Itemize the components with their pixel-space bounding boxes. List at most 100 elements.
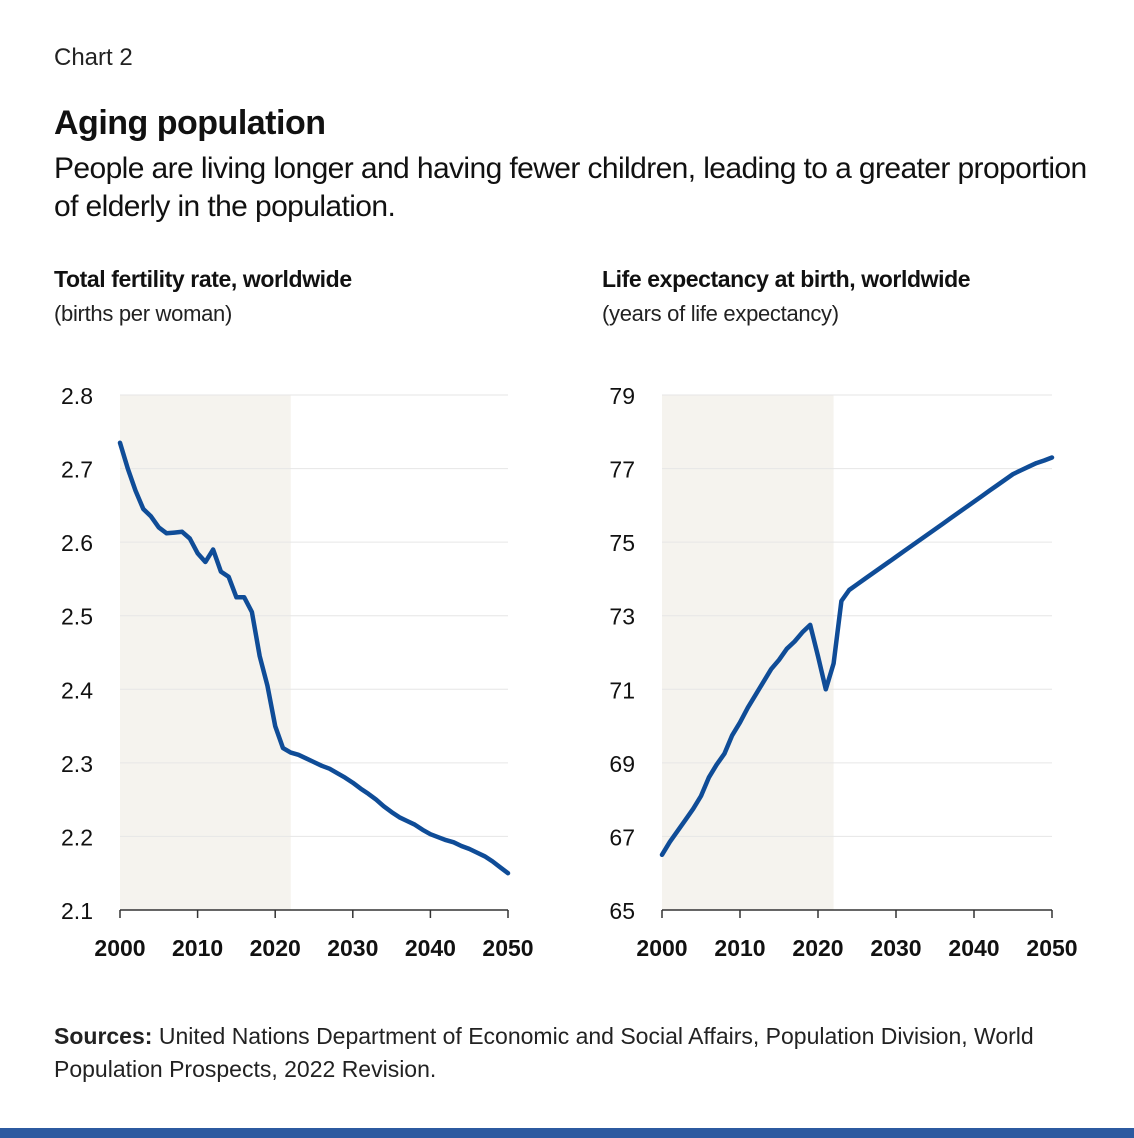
life-expectancy-data-point xyxy=(832,662,835,665)
fertility-x-tick-label: 2020 xyxy=(250,935,301,961)
fertility-data-point xyxy=(297,753,300,756)
life-expectancy-data-point xyxy=(1043,459,1045,462)
fertility-data-point xyxy=(212,548,214,551)
life-expectancy-y-tick-label: 73 xyxy=(609,604,635,630)
life-expectancy-chart: 65 67 69 71 73 75 77 79 2000 2010 2020 2030 2040 2050 xyxy=(609,383,1077,961)
fertility-data-point xyxy=(383,805,385,808)
life-expectancy-data-point xyxy=(973,500,975,503)
fertility-data-point xyxy=(165,532,168,535)
fertility-data-point xyxy=(126,467,129,470)
fertility-data-point xyxy=(227,575,230,578)
life-expectancy-data-point xyxy=(903,550,905,553)
fertility-data-point xyxy=(344,776,346,779)
fertility-data-point xyxy=(189,537,191,540)
life-expectancy-data-point xyxy=(856,583,858,586)
life-expectancy-x-tick-label: 2010 xyxy=(714,935,765,961)
life-expectancy-data-point xyxy=(825,688,827,691)
fertility-y-tick-label: 2.3 xyxy=(61,751,93,777)
fertility-data-point xyxy=(235,596,238,599)
life-expectancy-x-tick-label: 2000 xyxy=(636,935,687,961)
life-expectancy-data-point xyxy=(715,763,718,766)
life-expectancy-data-point xyxy=(754,694,757,696)
fertility-y-tick-label: 2.1 xyxy=(61,898,93,924)
fertility-data-point xyxy=(445,839,447,841)
fertility-data-point xyxy=(173,531,176,534)
life-expectancy-y-tick-label: 79 xyxy=(609,383,635,409)
fertility-panel-unit: (births per woman) xyxy=(54,301,232,326)
life-expectancy-panel-title: Life expectancy at birth, worldwide xyxy=(602,266,971,292)
life-expectancy-y-tick-label: 65 xyxy=(609,898,635,924)
life-expectancy-data-point xyxy=(1027,465,1030,468)
fertility-data-point xyxy=(258,655,261,657)
fertility-data-point xyxy=(468,848,471,850)
life-expectancy-data-point xyxy=(1012,473,1014,475)
life-expectancy-data-point xyxy=(965,506,967,508)
fertility-data-point xyxy=(150,515,152,518)
life-expectancy-data-point xyxy=(676,830,679,832)
life-expectancy-data-point xyxy=(942,522,944,525)
life-expectancy-data-point xyxy=(918,539,921,542)
sources-note: Sources: United Nations Department of Ec… xyxy=(54,1020,1054,1086)
life-expectancy-data-point xyxy=(661,854,663,856)
life-expectancy-data-point xyxy=(778,659,780,661)
fertility-x-tick-label: 2010 xyxy=(172,935,223,961)
life-expectancy-data-point xyxy=(708,776,710,779)
fertility-data-point xyxy=(220,570,222,573)
fertility-data-point xyxy=(421,829,424,831)
fertility-data-point xyxy=(196,552,199,554)
life-expectancy-data-point xyxy=(809,624,811,626)
life-expectancy-data-point xyxy=(910,545,913,547)
life-expectancy-data-point xyxy=(1004,478,1006,481)
fertility-y-tick-label: 2.8 xyxy=(61,383,93,409)
life-expectancy-data-point xyxy=(747,706,749,709)
life-expectancy-data-point xyxy=(731,734,733,737)
fertility-y-tick-label: 2.4 xyxy=(61,677,93,703)
life-expectancy-data-point xyxy=(895,556,897,558)
life-expectancy-data-point xyxy=(949,517,952,520)
fertility-data-point xyxy=(142,508,145,510)
life-expectancy-data-point xyxy=(700,795,702,797)
fertility-y-tick-label: 2.5 xyxy=(61,604,93,630)
chart-subtitle: People are living longer and having fewe… xyxy=(54,152,1087,223)
chart-title: Aging population xyxy=(54,104,326,142)
fertility-data-point xyxy=(282,747,284,749)
life-expectancy-data-point xyxy=(762,681,765,683)
life-expectancy-data-point xyxy=(848,589,850,591)
life-expectancy-data-point xyxy=(817,655,819,657)
life-expectancy-x-tick-label: 2050 xyxy=(1026,935,1077,961)
life-expectancy-data-point xyxy=(864,578,866,580)
fertility-data-point xyxy=(483,855,486,858)
fertility-panel-title: Total fertility rate, worldwide xyxy=(54,266,352,292)
life-expectancy-data-point xyxy=(723,752,726,755)
life-expectancy-panel-unit: (years of life expectancy) xyxy=(602,301,839,326)
fertility-data-point xyxy=(158,526,160,529)
life-expectancy-data-point xyxy=(692,808,694,810)
bottom-accent-bar xyxy=(0,1128,1134,1138)
life-expectancy-data-point xyxy=(934,528,936,531)
life-expectancy-data-point xyxy=(996,484,999,486)
sources-text: United Nations Department of Economic an… xyxy=(54,1023,1034,1082)
fertility-data-point xyxy=(476,851,478,854)
fertility-data-point xyxy=(181,531,183,533)
life-expectancy-data-point xyxy=(840,600,843,602)
fertility-data-point xyxy=(398,816,401,819)
fertility-data-point xyxy=(499,866,502,869)
life-expectancy-y-tick-label: 69 xyxy=(609,751,635,777)
fertility-data-point xyxy=(352,781,354,784)
fertility-data-point xyxy=(437,836,439,838)
fertility-y-tick-label: 2.7 xyxy=(61,457,93,483)
life-expectancy-data-point xyxy=(669,841,671,843)
life-expectancy-data-point xyxy=(801,631,804,634)
fertility-data-point xyxy=(251,611,253,613)
fertility-y-tick-label: 2.2 xyxy=(61,824,93,850)
fertility-data-point xyxy=(320,765,323,767)
fertility-data-point xyxy=(429,833,432,836)
life-expectancy-data-point xyxy=(981,495,983,497)
life-expectancy-data-point xyxy=(1035,462,1038,464)
fertility-historical-shade xyxy=(120,395,291,910)
fertility-data-point xyxy=(507,872,509,875)
fertility-data-point xyxy=(134,489,137,492)
fertility-x-tick-label: 2000 xyxy=(94,935,145,961)
fertility-data-point xyxy=(243,596,245,599)
fertility-x-tick-label: 2040 xyxy=(405,935,456,961)
